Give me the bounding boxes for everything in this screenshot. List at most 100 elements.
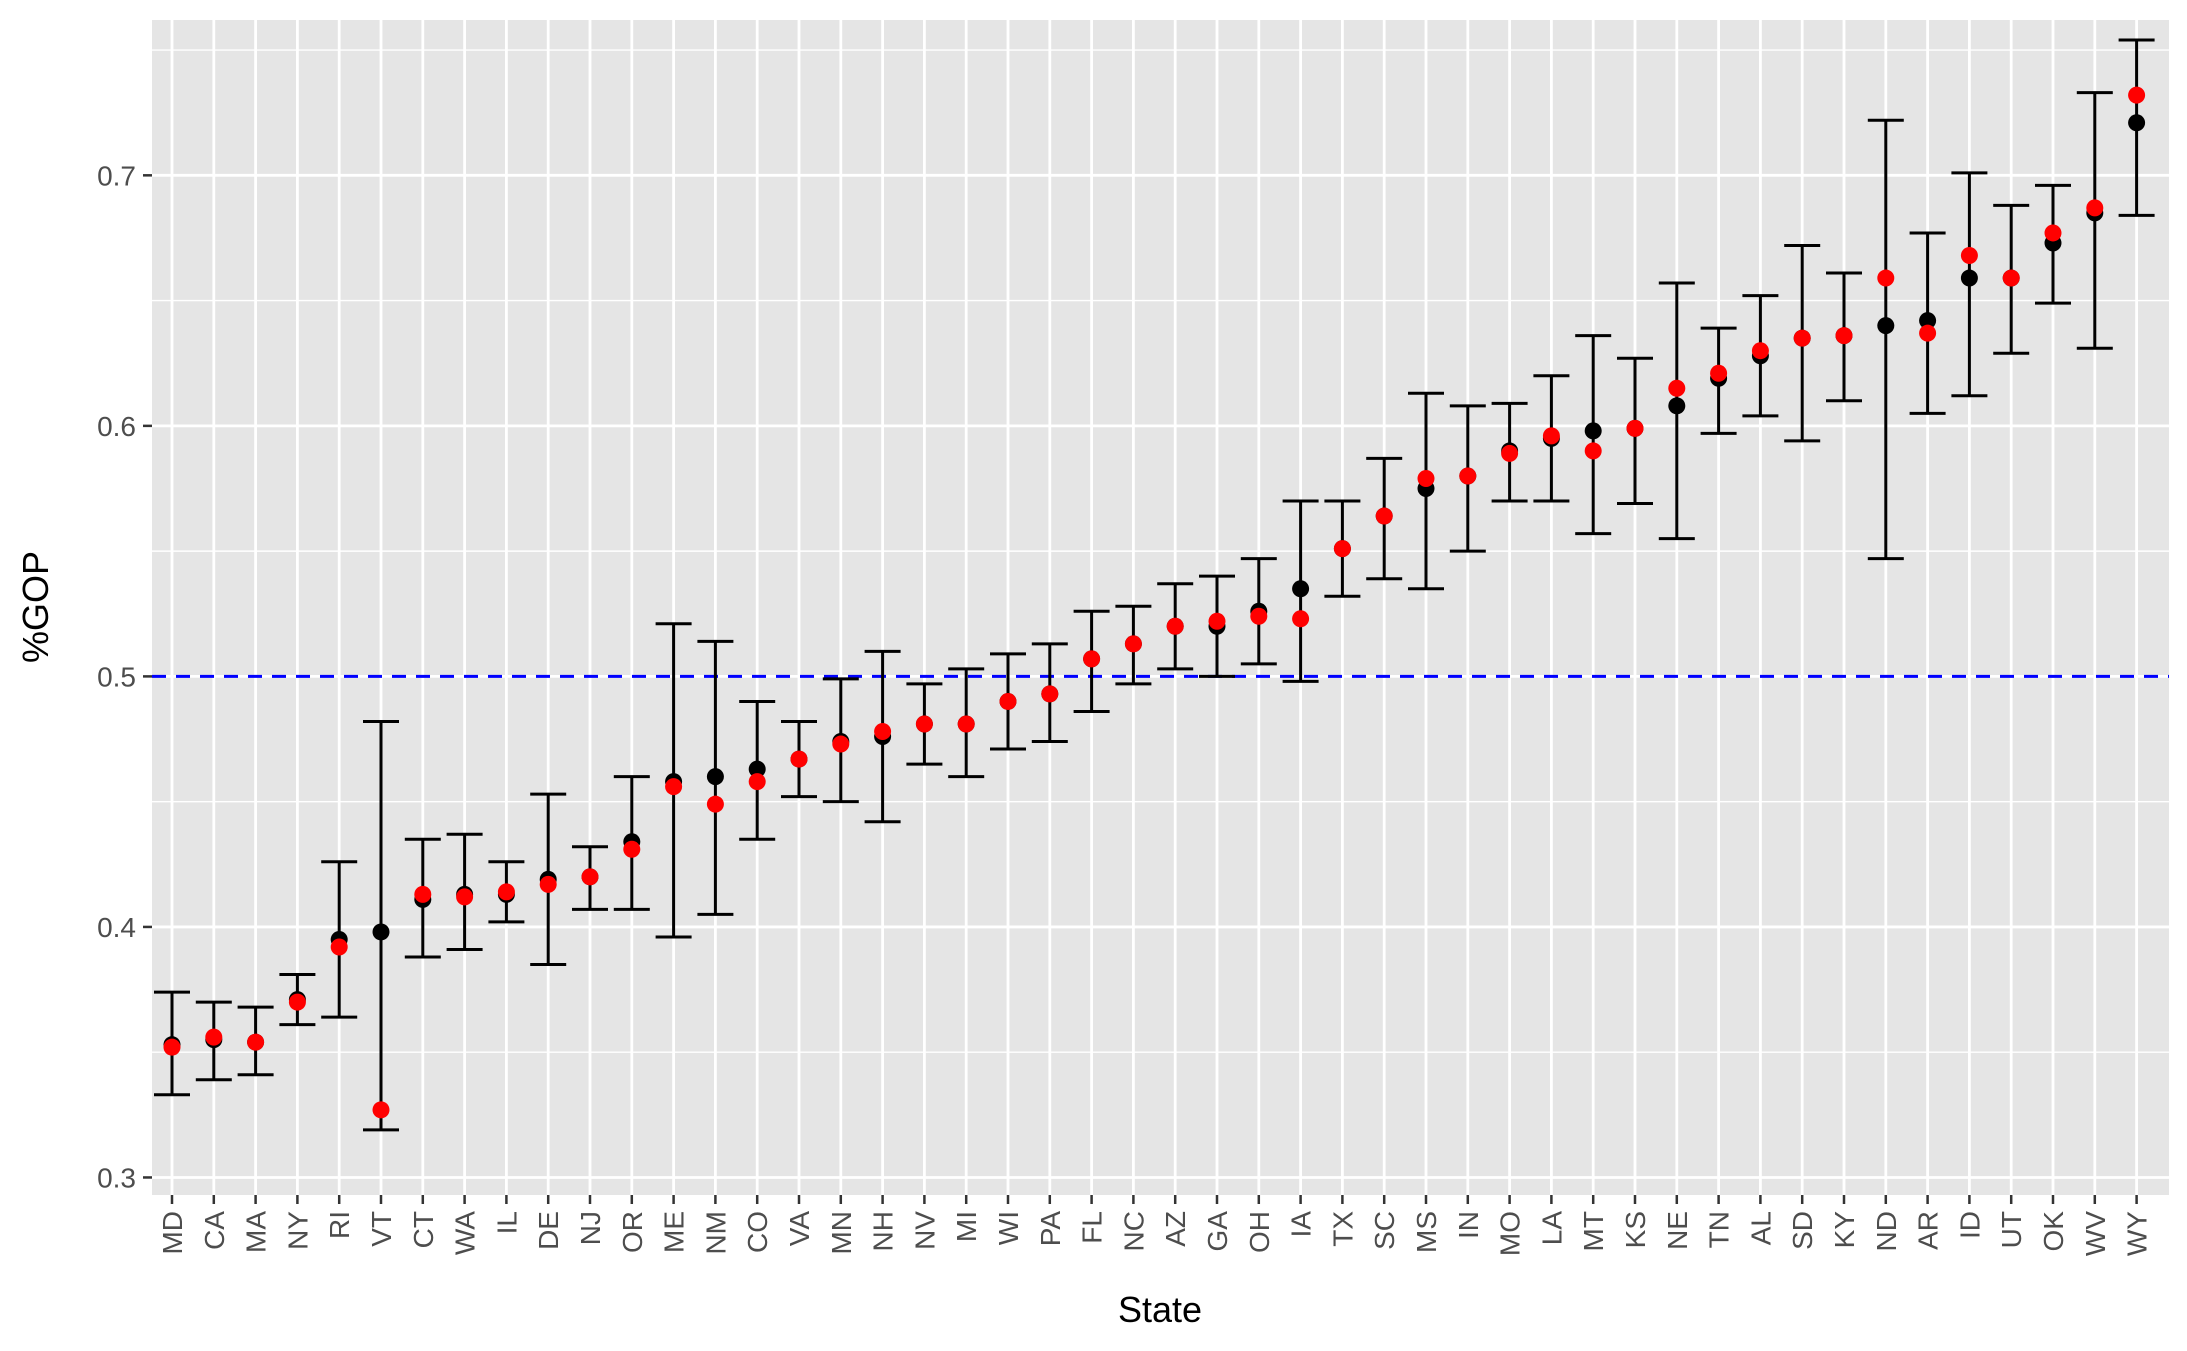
x-tick-label-NM: NM [700, 1211, 731, 1255]
x-tick-label-KS: KS [1620, 1211, 1651, 1248]
x-tick-label-UT: UT [1996, 1211, 2027, 1248]
point-red-TX [1333, 540, 1351, 558]
y-axis: 0.3 0.4 0.5 0.6 0.7 [97, 160, 152, 1193]
point-red-MI [957, 715, 975, 733]
x-tick-label-CT: CT [408, 1211, 439, 1248]
point-red-NJ [581, 868, 599, 886]
point-red-VT [372, 1101, 390, 1119]
x-tick-label-CO: CO [742, 1211, 773, 1253]
x-tick-label-CA: CA [199, 1211, 230, 1250]
x-tick-label-NY: NY [282, 1211, 313, 1250]
point-red-SD [1793, 329, 1811, 347]
point-red-RI [330, 938, 348, 956]
point-black-NE [1668, 397, 1686, 415]
point-red-CO [748, 773, 766, 791]
x-tick-label-ND: ND [1871, 1211, 1902, 1251]
x-tick-label-OK: OK [2038, 1211, 2069, 1252]
y-tick-label: 0.5 [97, 661, 136, 692]
point-red-MT [1584, 442, 1602, 460]
point-black-NM [706, 768, 724, 786]
x-tick-label-WY: WY [2122, 1211, 2153, 1256]
point-red-NH [874, 723, 892, 741]
x-tick-label-MA: MA [241, 1211, 272, 1253]
point-red-MO [1501, 444, 1519, 462]
point-red-NC [1124, 635, 1142, 653]
x-tick-label-VT: VT [366, 1211, 397, 1247]
x-tick-label-MI: MI [951, 1211, 982, 1242]
x-tick-label-NV: NV [909, 1211, 940, 1250]
point-red-SC [1375, 507, 1393, 525]
point-red-FL [1083, 650, 1101, 668]
x-tick-label-VA: VA [784, 1211, 815, 1247]
point-black-MT [1584, 422, 1602, 440]
point-red-ID [1960, 247, 1978, 265]
point-red-CT [414, 885, 432, 903]
point-red-VA [790, 750, 808, 768]
x-tick-label-MO: MO [1495, 1211, 1526, 1256]
x-tick-label-NC: NC [1118, 1211, 1149, 1251]
x-tick-label-TN: TN [1704, 1211, 1735, 1248]
point-black-ND [1877, 317, 1895, 335]
point-red-NY [288, 993, 306, 1011]
point-red-NE [1668, 379, 1686, 397]
point-red-WI [999, 692, 1017, 710]
point-red-NM [706, 795, 724, 813]
point-red-MD [163, 1038, 181, 1056]
x-tick-label-IL: IL [491, 1211, 522, 1234]
x-tick-label-AR: AR [1913, 1211, 1944, 1250]
x-tick-label-IA: IA [1286, 1211, 1317, 1238]
point-red-PA [1041, 685, 1059, 703]
point-red-IL [497, 883, 515, 901]
x-tick-label-DE: DE [533, 1211, 564, 1250]
point-red-ME [665, 778, 683, 796]
point-black-ID [1960, 269, 1978, 287]
point-red-CA [205, 1028, 223, 1046]
x-tick-label-IN: IN [1453, 1211, 1484, 1239]
x-tick-label-FL: FL [1077, 1211, 1108, 1244]
x-tick-label-WA: WA [450, 1211, 481, 1255]
x-tick-label-ID: ID [1954, 1211, 1985, 1239]
x-tick-label-OR: OR [617, 1211, 648, 1253]
point-red-OR [623, 840, 641, 858]
point-red-NV [915, 715, 933, 733]
point-black-IA [1292, 580, 1310, 598]
point-red-LA [1542, 427, 1560, 445]
point-red-AZ [1166, 617, 1184, 635]
point-red-WV [2086, 199, 2104, 217]
point-red-OH [1250, 607, 1268, 625]
x-axis-title: State [1118, 1289, 1202, 1330]
point-red-KY [1835, 327, 1853, 345]
point-red-AL [1751, 342, 1769, 360]
point-black-AR [1919, 312, 1937, 330]
point-black-WY [2128, 114, 2146, 132]
y-axis-title: %GOP [15, 551, 56, 663]
point-red-DE [539, 875, 557, 893]
x-tick-label-NH: NH [868, 1211, 899, 1251]
point-red-KS [1626, 419, 1644, 437]
point-red-MA [247, 1033, 265, 1051]
point-red-ND [1877, 269, 1895, 287]
x-tick-label-WV: WV [2080, 1211, 2111, 1256]
x-tick-label-AL: AL [1745, 1211, 1776, 1245]
x-axis: MD CA MA NY RI VT CT WA IL DE NJ OR ME NM CO VA MN NH NV MI… [157, 1195, 2153, 1256]
series-red-points [163, 86, 2146, 1119]
point-red-IA [1292, 610, 1310, 628]
x-tick-label-ME: ME [659, 1211, 690, 1253]
point-red-UT [2002, 269, 2020, 287]
y-tick-label: 0.7 [97, 160, 136, 191]
x-tick-label-SD: SD [1787, 1211, 1818, 1250]
x-tick-label-LA: LA [1536, 1211, 1567, 1246]
point-red-GA [1208, 612, 1226, 630]
point-red-WY [2128, 86, 2146, 104]
point-black-CO [748, 760, 766, 778]
x-tick-label-MD: MD [157, 1211, 188, 1255]
x-tick-label-GA: GA [1202, 1211, 1233, 1252]
point-red-OK [2044, 224, 2062, 242]
y-tick-label: 0.3 [97, 1162, 136, 1193]
x-tick-label-OH: OH [1244, 1211, 1275, 1253]
y-tick-label: 0.4 [97, 912, 136, 943]
point-red-MS [1417, 469, 1435, 487]
point-black-VT [372, 923, 390, 941]
x-tick-label-MT: MT [1578, 1211, 1609, 1251]
